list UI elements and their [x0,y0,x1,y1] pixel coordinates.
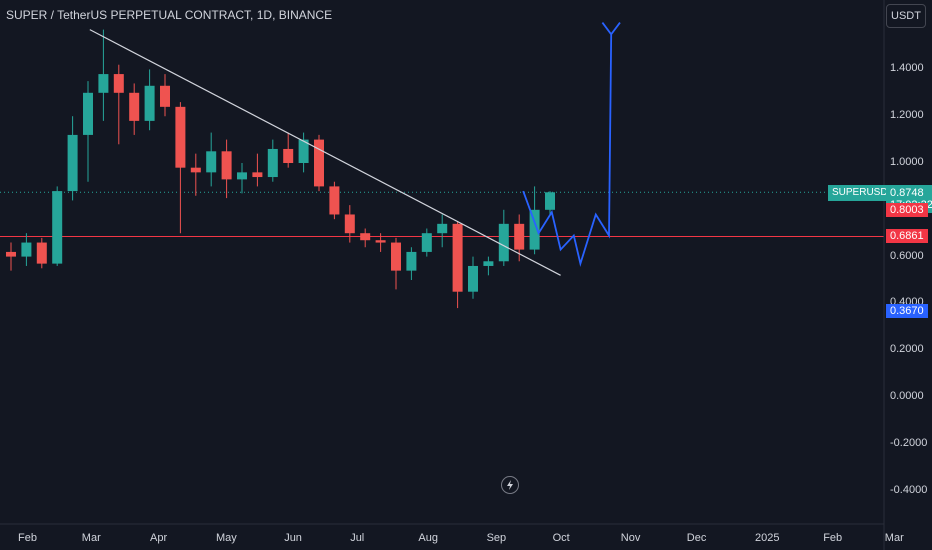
candle [98,29,109,121]
candle [452,221,463,309]
candle [329,181,340,220]
time-tick-label: Oct [552,532,570,544]
time-tick-label: Dec [686,532,707,544]
time-tick-label: Jun [284,532,302,544]
price-label: 0.8003 [886,202,928,217]
candle [391,237,401,290]
candle [406,247,417,280]
time-tick-label: Feb [18,532,37,544]
candle [314,134,324,192]
candle [129,83,140,135]
candle [421,228,432,257]
candle [283,132,294,168]
price-label: 0.6861 [886,229,928,244]
time-tick-label: Mar [884,532,904,544]
time-tick-label: Sep [486,532,507,544]
candle [252,153,263,187]
price-tick-label: 1.2000 [890,109,924,122]
candle [113,64,124,145]
time-tick-label: Apr [150,532,168,544]
price-tick-label: -0.2000 [890,436,928,449]
price-tick-label: 0.6000 [890,249,924,262]
candle [36,237,47,269]
candle [237,163,247,194]
candles [6,29,555,309]
chart-title: SUPER / TetherUS PERPETUAL CONTRACT, 1D,… [6,8,333,22]
price-label: 0.3670 [886,304,928,319]
time-tick-label: Aug [418,532,438,544]
candle [298,132,309,173]
candle [545,191,555,215]
price-tick-label: 1.0000 [890,156,924,168]
price-tick-label: -0.4000 [890,483,928,496]
lightning-icon[interactable] [501,476,519,494]
candle [498,209,509,266]
candle [67,116,78,201]
candle [221,139,232,199]
price-tick-label: 0.0000 [890,390,924,402]
candle [437,214,448,248]
price-tick-label: 0.2000 [890,343,924,356]
time-tick-label: May [216,532,237,544]
time-tick-label: Jul [350,532,365,544]
candle [21,233,32,266]
last-price-value: 0.8748 [890,187,924,200]
projection-path[interactable] [522,22,621,268]
candle [468,256,478,299]
candle [83,81,93,182]
time-tick-label: 2025 [755,532,780,544]
time-tick-label: Mar [81,532,101,544]
currency-button[interactable]: USDT [886,4,926,28]
time-tick-label: Nov [620,532,641,544]
candle [190,153,201,196]
candle [6,242,16,271]
price-tick-label: 1.4000 [890,62,924,75]
candle [483,256,494,276]
candle [360,228,371,248]
candle [52,186,63,266]
trendline[interactable] [89,29,561,276]
candle [206,132,217,187]
time-tick-label: Feb [823,532,843,544]
candle [344,205,355,243]
candle [160,74,170,117]
candle [375,233,386,252]
candle [267,139,278,182]
candle [175,102,186,234]
candle [144,69,155,131]
